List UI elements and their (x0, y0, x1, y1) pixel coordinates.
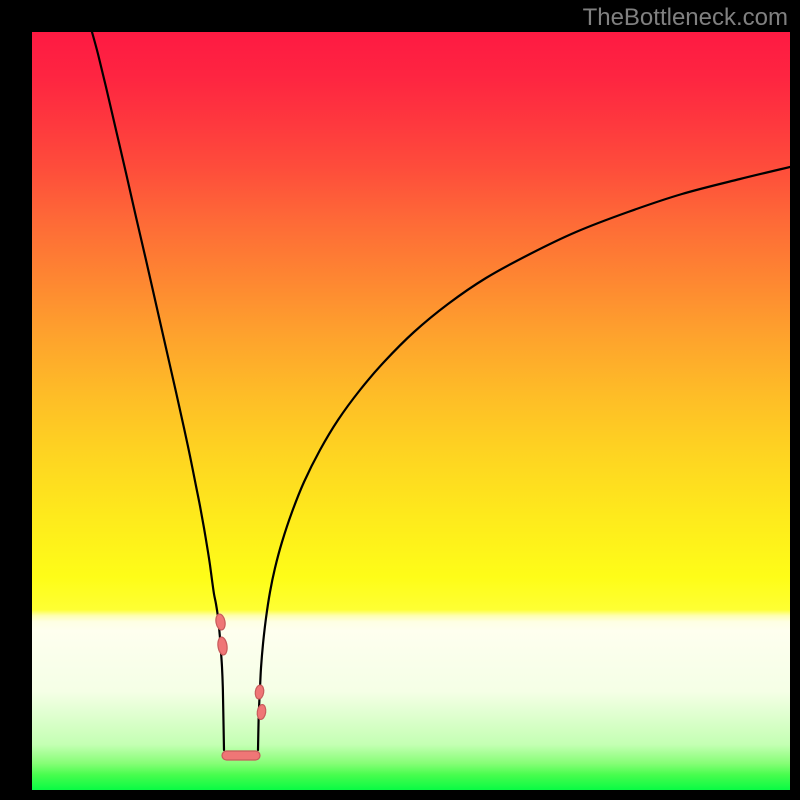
chart-background (32, 32, 790, 790)
watermark-label: TheBottleneck.com (583, 4, 788, 32)
chart-plot-area (32, 32, 790, 790)
chart-svg (32, 32, 790, 790)
marker-bottom-bar (222, 751, 260, 760)
